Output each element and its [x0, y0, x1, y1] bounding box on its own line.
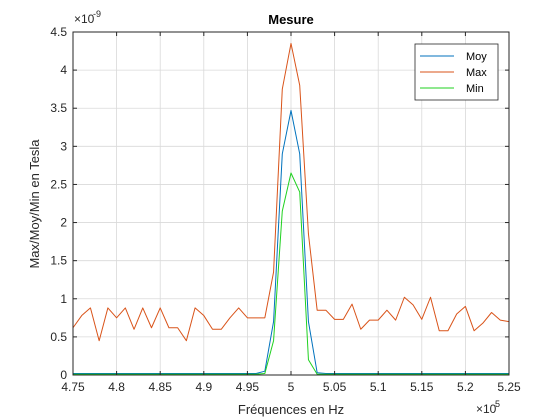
- legend: Moy Max Min: [414, 43, 499, 101]
- y-tick-label: 4: [60, 63, 67, 77]
- x-tick-label: 4.9: [195, 380, 212, 394]
- x-tick-label: 5.15: [410, 380, 434, 394]
- y-tick-label: 3: [60, 139, 67, 153]
- x-axis-label: Fréquences en Hz: [238, 402, 344, 417]
- y-multiplier-exponent: -9: [93, 9, 101, 19]
- x-tick-label: 5: [288, 380, 295, 394]
- x-multiplier-exponent: 5: [495, 399, 500, 409]
- y-tick-label: 2: [60, 216, 67, 230]
- legend-item-max: Max: [420, 67, 487, 79]
- x-tick-label: 5.25: [497, 380, 521, 394]
- x-tick-label: 4.8: [108, 380, 125, 394]
- x-multiplier-base: ×10: [476, 402, 497, 416]
- legend-label-moy: Moy: [466, 51, 487, 63]
- x-tick-label: 5.1: [370, 380, 387, 394]
- x-tick-label: 4.95: [236, 380, 260, 394]
- y-tick-label: 4.5: [50, 25, 67, 39]
- y-tick-label: 1: [60, 292, 67, 306]
- y-tick-label: 0.5: [50, 330, 67, 344]
- y-axis-label: Max/Moy/Min en Tesla: [27, 139, 42, 269]
- legend-item-moy: Moy: [420, 51, 487, 63]
- y-tick-label: 3.5: [50, 101, 67, 115]
- x-tick-label: 5.2: [457, 380, 474, 394]
- tick-labels: 4.75 4.8 4.85 4.9 4.95 5 5.05 5.1 5.15 5.2 5.25 0 0.…: [50, 25, 521, 394]
- x-tick-label: 4.85: [149, 380, 173, 394]
- y-tick-label: 0: [60, 368, 67, 382]
- series-line-min: [73, 172, 509, 375]
- series-line-max: [72, 42, 510, 342]
- series-layer: [72, 42, 510, 375]
- y-multiplier: ×10 -9: [74, 9, 101, 26]
- legend-item-min: Min: [420, 83, 484, 95]
- x-multiplier: ×10 5: [476, 399, 500, 416]
- y-multiplier-base: ×10: [74, 12, 95, 26]
- y-tick-label: 2.5: [50, 177, 67, 191]
- y-tick-label: 1.5: [50, 254, 67, 268]
- ticks: [72, 31, 510, 376]
- series-line-moy: [73, 110, 509, 374]
- legend-label-max: Max: [466, 67, 487, 79]
- x-tick-label: 5.05: [323, 380, 347, 394]
- x-tick-label: 4.75: [61, 380, 85, 394]
- legend-label-min: Min: [466, 83, 484, 95]
- chart-title: Mesure: [268, 12, 314, 27]
